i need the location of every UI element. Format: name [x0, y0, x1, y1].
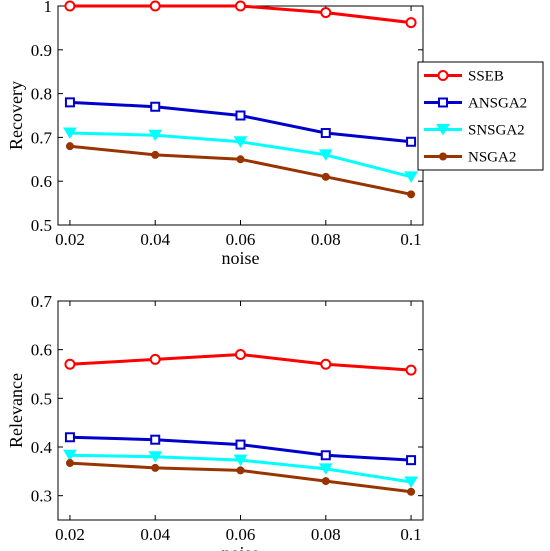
data-point [320, 450, 331, 461]
data-point [236, 466, 245, 475]
data-point [63, 449, 77, 462]
y-tick-label: 0.6 [31, 341, 52, 360]
y-tick-label: 0.9 [31, 41, 52, 60]
x-axis-label: noise [222, 543, 260, 551]
x-tick-label: 0.06 [226, 525, 256, 544]
series-4 [65, 142, 416, 199]
x-tick-label: 0.08 [311, 230, 341, 249]
legend-marker [437, 70, 449, 81]
chart-2: 0.02 0.04 0.06 0.08 0.1 0.3 0.4 0.5 0.6 0.7 noise R… [6, 292, 424, 551]
chart-1: 0.02 0.04 0.06 0.08 0.1 0.5 0.6 0.7 0.8 0.9 1 noise… [6, 0, 544, 268]
data-point [321, 477, 330, 486]
y-tick-label: 0.5 [31, 216, 52, 235]
data-point [318, 149, 333, 161]
data-point [236, 155, 245, 164]
data-point [404, 171, 418, 183]
x-tick-label: 0.04 [140, 525, 170, 544]
data-point [235, 349, 246, 361]
data-point [64, 0, 76, 12]
y-tick-label: 1 [44, 0, 53, 16]
data-point [321, 172, 330, 181]
data-point [233, 454, 248, 467]
legend-marker [438, 97, 448, 108]
x-tick-label: 0.06 [226, 230, 256, 249]
legend-label: NSGA2 [468, 150, 516, 166]
x-axis-label: noise [222, 248, 260, 268]
y-tick-label: 0.7 [31, 128, 53, 147]
data-point [151, 150, 160, 159]
data-point [148, 451, 163, 463]
data-point [150, 101, 161, 112]
data-point [63, 127, 77, 139]
y-tick-label: 0.7 [31, 292, 53, 311]
data-point [407, 190, 416, 199]
legend-label: ANSGA2 [468, 96, 527, 112]
y-axis-label: Relevance [6, 373, 26, 448]
data-point [405, 17, 417, 29]
x-tick-label: 0.08 [311, 525, 341, 544]
data-point [65, 459, 74, 468]
x-tick-label: 0.02 [55, 525, 85, 544]
legend-label: SNSGA2 [468, 123, 525, 139]
legend-marker [436, 124, 450, 136]
data-point [235, 110, 246, 121]
data-point [320, 7, 332, 19]
y-tick-label: 0.6 [31, 172, 52, 191]
data-point [406, 455, 417, 466]
x-tick-label: 0.04 [140, 230, 170, 249]
series-line [69, 100, 412, 144]
data-point [149, 0, 161, 12]
x-tick-label: 0.02 [55, 230, 85, 249]
series-4 [65, 459, 416, 496]
series-1 [64, 349, 417, 376]
data-point [149, 353, 161, 365]
data-point [64, 358, 76, 370]
series-3 [63, 449, 418, 489]
data-point [64, 432, 75, 443]
data-point [235, 439, 246, 450]
legend-label: SSEB [468, 69, 504, 85]
data-point [318, 463, 333, 475]
y-tick-label: 0.4 [31, 438, 53, 457]
data-point [320, 358, 332, 370]
series-3 [63, 127, 418, 183]
data-point [235, 0, 246, 12]
series-1 [64, 0, 417, 29]
data-point [65, 142, 74, 151]
data-point [405, 364, 417, 376]
y-axis-label: Recovery [6, 81, 26, 150]
data-point [148, 129, 163, 142]
series-line [69, 144, 412, 196]
data-point [320, 128, 331, 139]
y-tick-label: 0.5 [31, 389, 52, 408]
x-tick-label: 0.1 [400, 525, 421, 544]
series-2 [64, 97, 417, 147]
x-tick-label: 0.1 [400, 230, 421, 249]
data-point [407, 487, 416, 496]
legend-box [417, 61, 544, 171]
data-point [150, 434, 161, 445]
legend-marker [439, 152, 447, 161]
data-point [64, 97, 75, 108]
legend: SSEB ANSGA2 SNSGA2 NSGA2 [417, 61, 544, 171]
data-point [233, 136, 248, 148]
data-point [406, 136, 417, 147]
data-point [404, 476, 418, 489]
y-tick-label: 0.3 [31, 487, 52, 506]
series-2 [64, 432, 417, 466]
y-tick-label: 0.8 [31, 85, 52, 104]
data-point [151, 463, 160, 472]
